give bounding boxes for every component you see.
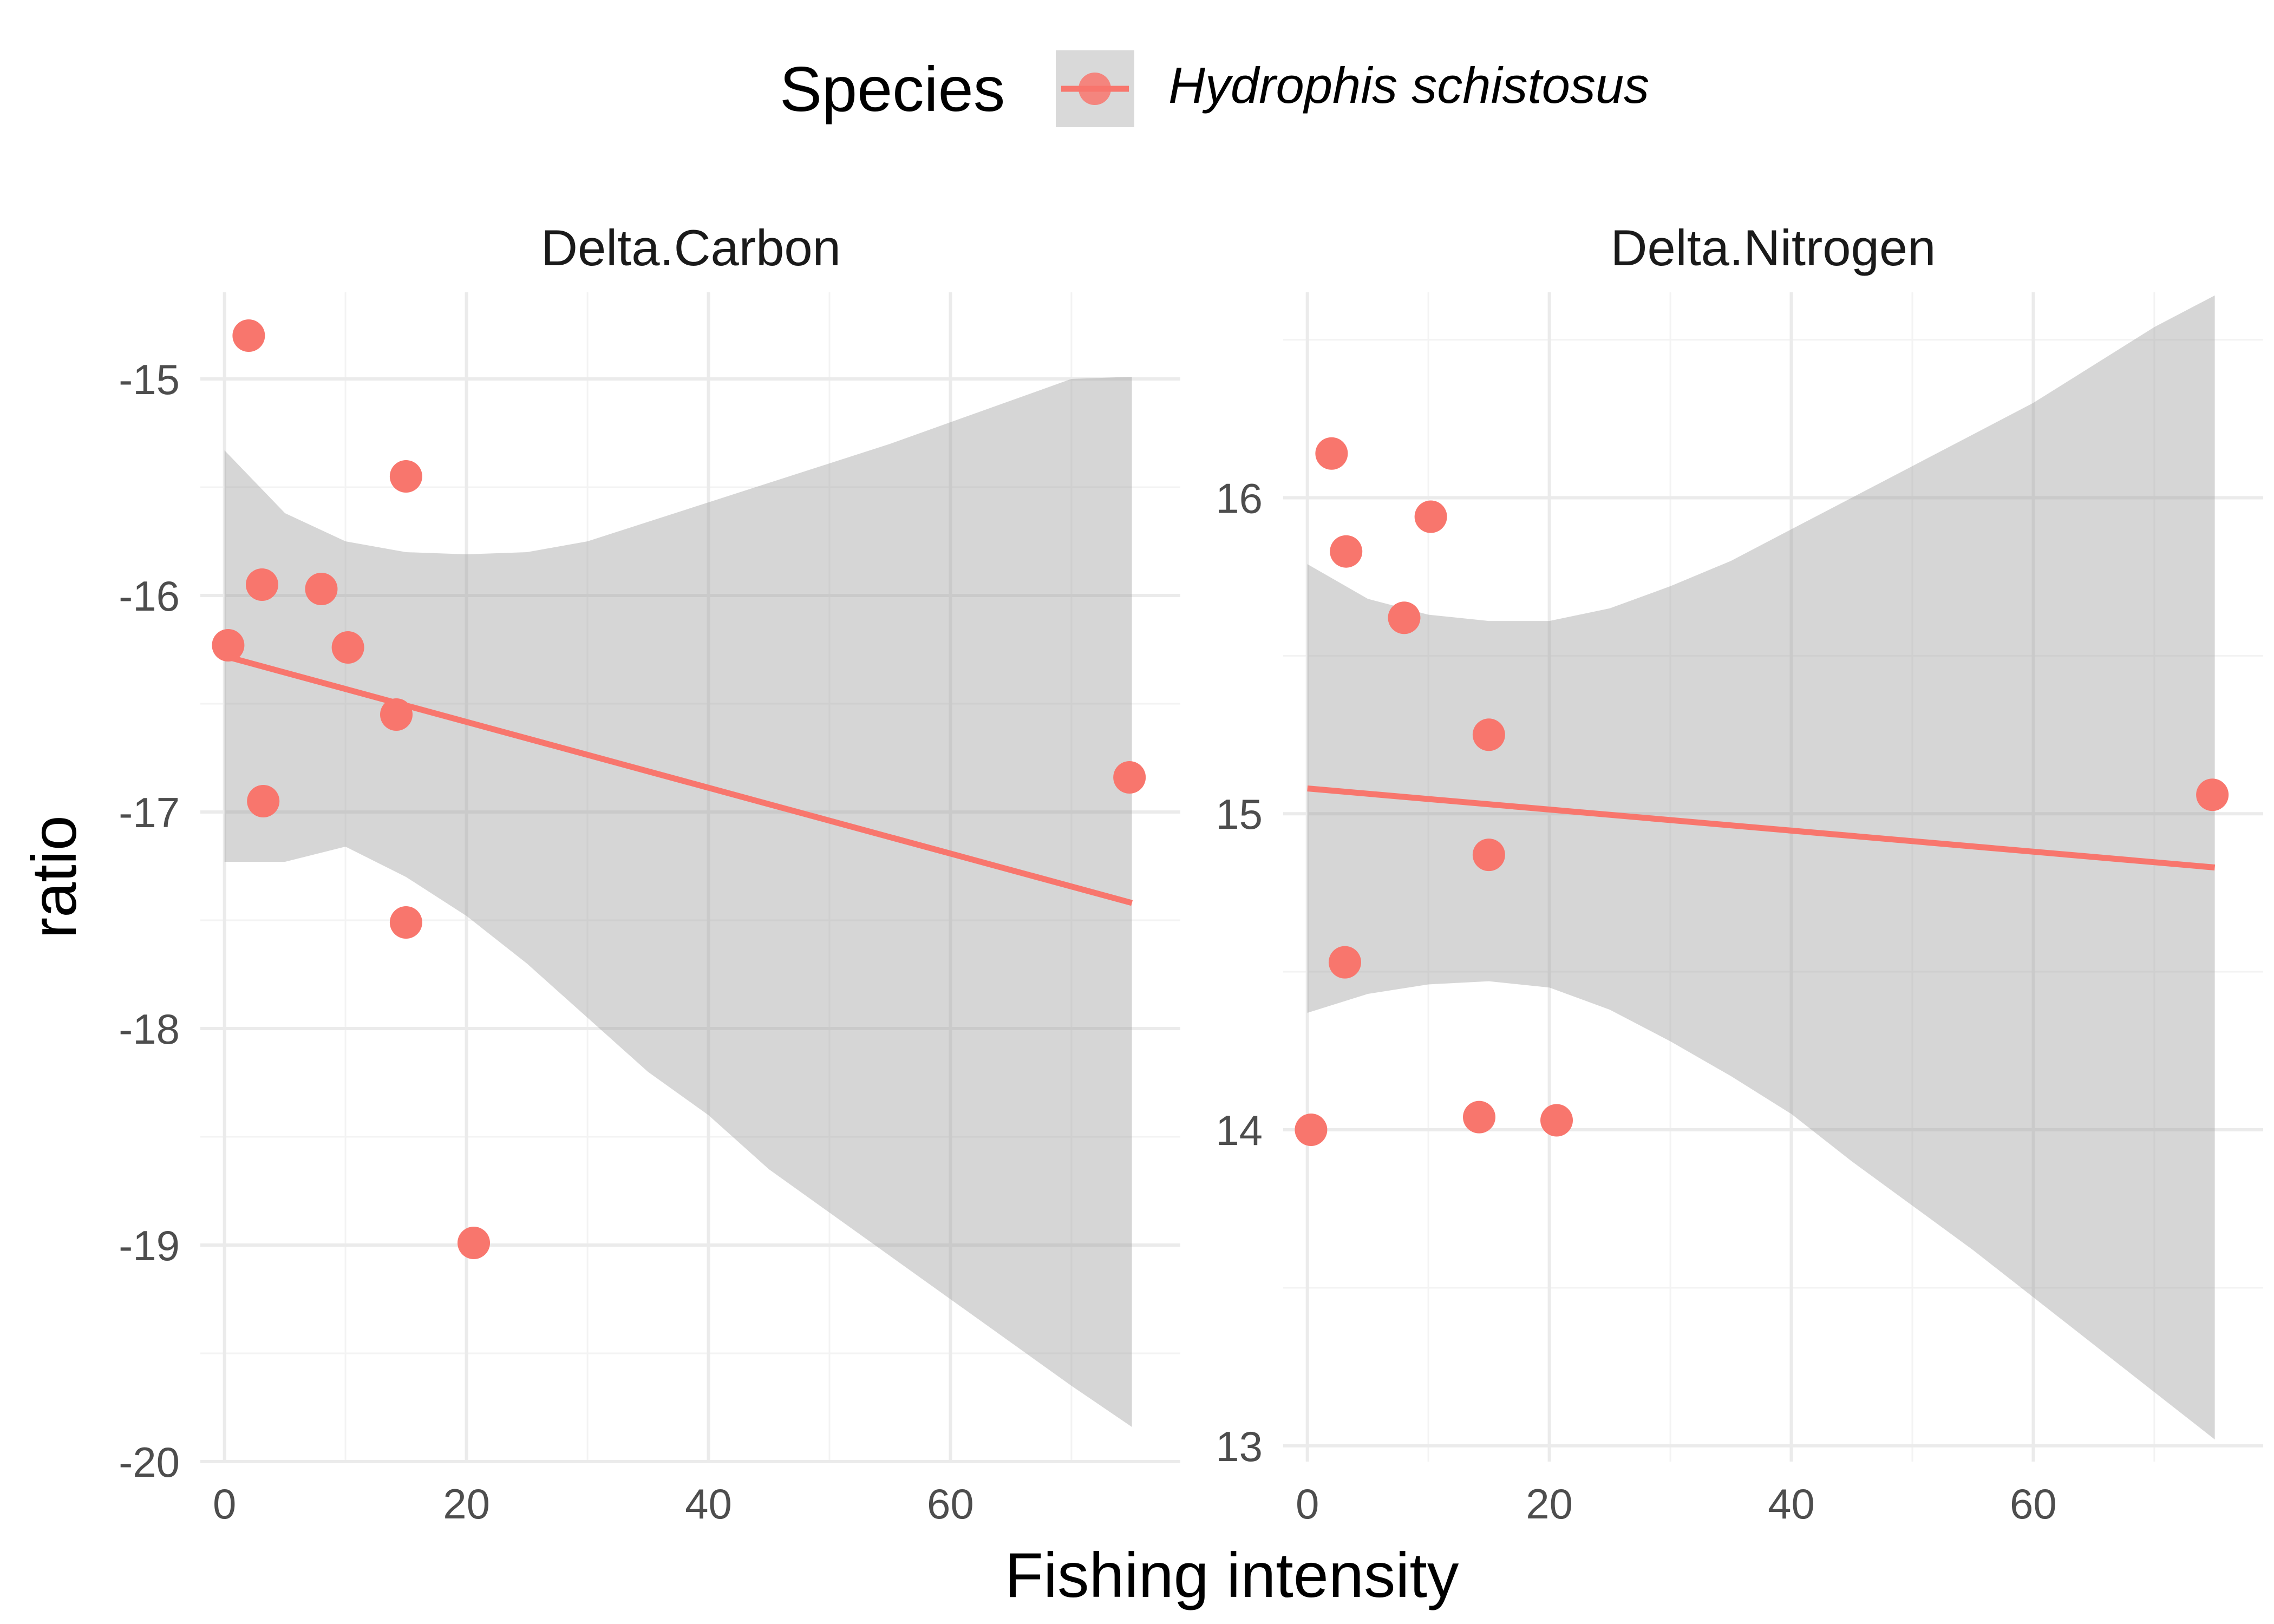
confidence-band	[224, 377, 1132, 1427]
y-tick-label: 15	[1216, 790, 1263, 838]
x-tick-labels: 0 20 40 60	[1296, 1480, 2057, 1528]
data-point	[331, 631, 364, 664]
confidence-band	[1307, 295, 2215, 1440]
gridlines	[200, 292, 1180, 1463]
panel-title: Delta.Nitrogen	[1611, 219, 1936, 276]
data-point	[1113, 761, 1146, 794]
fit-line	[1307, 785, 2216, 870]
data-point	[212, 629, 245, 662]
fit-line-layer	[1307, 785, 2216, 870]
fit-line-layer	[224, 653, 1133, 906]
data-point	[247, 785, 280, 817]
data-point	[1315, 437, 1348, 470]
data-point	[1295, 1114, 1328, 1147]
points-layer	[1295, 437, 2229, 1147]
x-tick-label: 60	[927, 1480, 974, 1528]
data-point	[1330, 535, 1363, 568]
x-tick-label: 0	[213, 1480, 236, 1528]
x-tick-label: 40	[685, 1480, 732, 1528]
data-point	[1472, 839, 1505, 872]
data-point	[1388, 601, 1421, 634]
fit-line	[224, 653, 1133, 906]
y-tick-label: -17	[119, 789, 180, 836]
x-tick-label: 0	[1296, 1480, 1319, 1528]
legend-key-point	[1079, 73, 1111, 105]
y-tick-label: 13	[1216, 1423, 1263, 1470]
data-point	[389, 906, 422, 939]
y-tick-label: -18	[119, 1005, 180, 1053]
data-point	[1463, 1101, 1495, 1134]
data-point	[232, 319, 265, 352]
data-point	[1472, 718, 1505, 751]
data-point	[1414, 500, 1447, 533]
y-tick-label: -19	[119, 1222, 180, 1269]
y-axis-title: ratio	[18, 815, 89, 939]
legend-entry-label: Hydrophis schistosus	[1168, 57, 1649, 114]
confidence-band-layer	[1307, 295, 2215, 1440]
data-point	[1540, 1104, 1573, 1137]
data-point	[389, 460, 422, 493]
data-point	[305, 573, 338, 605]
panel-delta-carbon: Delta.Carbon -20 -19 -18 -17 -16 -15 0 20 40 60	[119, 219, 1180, 1528]
data-point	[245, 568, 278, 601]
x-tick-label: 60	[2010, 1480, 2057, 1528]
points-layer	[212, 319, 1146, 1259]
gridlines	[1283, 292, 2263, 1462]
x-tick-label: 20	[1526, 1480, 1573, 1528]
data-point	[458, 1227, 491, 1259]
y-tick-label: 14	[1216, 1106, 1263, 1154]
confidence-band-layer	[224, 377, 1132, 1427]
y-tick-label: 16	[1216, 474, 1263, 522]
x-tick-label: 20	[443, 1480, 490, 1528]
y-tick-label: -15	[119, 356, 180, 403]
panel-title: Delta.Carbon	[541, 219, 841, 276]
legend: Species Hydrophis schistosus	[780, 50, 1649, 127]
x-tick-label: 40	[1768, 1480, 1815, 1528]
data-point	[2196, 778, 2229, 811]
panel-delta-nitrogen: Delta.Nitrogen 13 14 15 16 0 20 40 60	[1216, 219, 2263, 1528]
x-tick-labels: 0 20 40 60	[213, 1480, 974, 1528]
y-tick-labels: -20 -19 -18 -17 -16 -15	[119, 356, 180, 1486]
y-tick-labels: 13 14 15 16	[1216, 474, 1263, 1470]
data-point	[1328, 946, 1361, 979]
legend-title: Species	[780, 54, 1005, 125]
y-tick-label: -20	[119, 1438, 180, 1486]
x-axis-title: Fishing intensity	[1005, 1540, 1459, 1610]
y-tick-label: -16	[119, 572, 180, 620]
